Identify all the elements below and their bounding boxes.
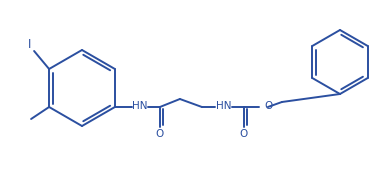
Text: HN: HN — [216, 101, 232, 111]
Text: O: O — [156, 129, 164, 139]
Text: O: O — [240, 129, 248, 139]
Text: O: O — [264, 101, 272, 111]
Text: I: I — [28, 39, 31, 51]
Text: HN: HN — [132, 101, 148, 111]
